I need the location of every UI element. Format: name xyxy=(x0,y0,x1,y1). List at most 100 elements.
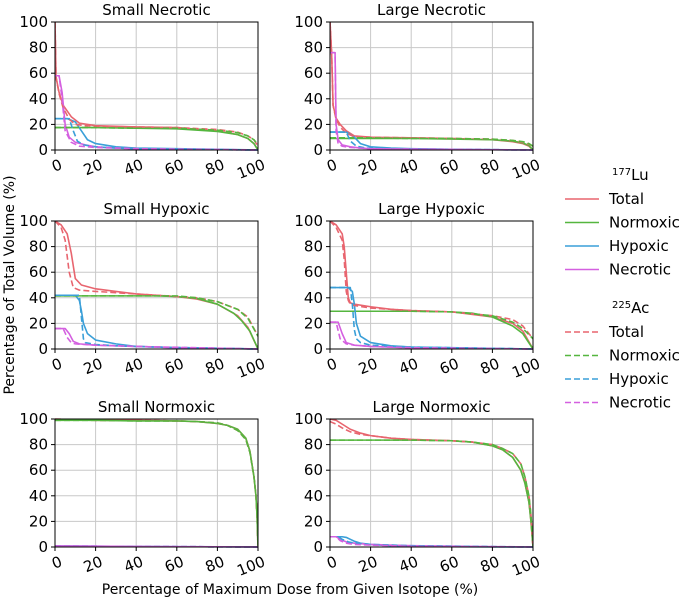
y-tick-label: 0 xyxy=(313,340,323,358)
x-tick-label: 40 xyxy=(121,155,145,179)
series-necrotic-225ac xyxy=(330,535,533,548)
series-total-225ac xyxy=(55,220,258,337)
series-normoxic-177lu xyxy=(55,295,258,350)
y-tick-label: 100 xyxy=(294,13,323,31)
data-lines xyxy=(55,21,258,151)
y-tick-label: 100 xyxy=(294,410,323,428)
x-tick-label: 0 xyxy=(324,155,340,175)
y-tick-label: 60 xyxy=(29,263,48,281)
x-tick-label: 100 xyxy=(509,552,542,579)
y-tick-label: 80 xyxy=(304,39,323,57)
y-tick-label: 0 xyxy=(313,141,323,159)
panel-large-normoxic: 0 20 40 60 80 100 0 20 40 60 80 100 Large Normoxic xyxy=(294,398,542,580)
y-tick-label: 80 xyxy=(304,436,323,454)
x-tick-label: 80 xyxy=(478,354,502,378)
series-necrotic-225ac xyxy=(55,74,258,151)
y-tick-label: 60 xyxy=(304,263,323,281)
series-total-177lu xyxy=(55,418,258,548)
series-total-225ac xyxy=(55,418,258,548)
y-tick-label: 0 xyxy=(38,340,48,358)
legend-label-total: Total xyxy=(608,190,644,208)
x-tick-label: 60 xyxy=(437,155,461,179)
series-necrotic-225ac xyxy=(55,327,258,350)
legend-label-hypoxic: Hypoxic xyxy=(609,237,669,255)
series-hypoxic-225ac xyxy=(55,294,258,350)
series-total-225ac xyxy=(55,21,258,147)
y-tick-label: 80 xyxy=(29,436,48,454)
x-tick-label: 60 xyxy=(162,354,186,378)
x-tick-label: 60 xyxy=(437,552,461,576)
panel-large-hypoxic: 0 20 40 60 80 100 0 20 40 60 80 100 Large Hypoxic xyxy=(294,200,542,382)
series-normoxic-177lu xyxy=(330,439,533,548)
y-tick-label: 80 xyxy=(29,39,48,57)
y-tick-label: 100 xyxy=(19,410,48,428)
data-lines xyxy=(330,220,533,350)
x-tick-label: 80 xyxy=(203,354,227,378)
panel-large-necrotic: 0 20 40 60 80 100 0 20 40 60 80 100 Large Necrotic xyxy=(294,1,542,183)
x-tick-label: 20 xyxy=(81,155,105,179)
x-tick-label: 20 xyxy=(81,552,105,576)
legend-group-lu: 177Lu Total Normoxic Hypoxic Necrotic xyxy=(565,166,680,279)
x-tick-label: 0 xyxy=(49,552,65,572)
y-tick-label: 80 xyxy=(304,238,323,256)
x-tick-label: 100 xyxy=(234,552,267,579)
legend-label-normoxic: Normoxic xyxy=(609,347,680,365)
y-tick-label: 20 xyxy=(29,512,48,530)
y-tick-label: 80 xyxy=(29,238,48,256)
series-total-225ac xyxy=(330,21,533,147)
y-tick-label: 100 xyxy=(19,212,48,230)
plot-frame xyxy=(329,418,534,548)
x-tick-label: 80 xyxy=(478,155,502,179)
y-tick-label: 20 xyxy=(29,115,48,133)
legend-isotope-title: 177Lu xyxy=(612,166,649,184)
y-tick-label: 40 xyxy=(304,289,323,307)
data-lines xyxy=(330,21,533,151)
x-tick-label: 100 xyxy=(234,354,267,381)
series-necrotic-225ac xyxy=(330,51,533,151)
data-lines xyxy=(55,220,258,350)
y-tick-label: 40 xyxy=(29,487,48,505)
y-tick-label: 40 xyxy=(29,289,48,307)
y-tick-label: 0 xyxy=(313,538,323,556)
panel-small-normoxic: 0 20 40 60 80 100 0 20 40 60 80 100 Small Normoxic xyxy=(19,398,267,580)
x-tick-label: 20 xyxy=(356,155,380,179)
legend-group-ac: 225Ac Total Normoxic Hypoxic Necrotic xyxy=(565,299,680,412)
x-tick-label: 20 xyxy=(356,552,380,576)
legend-label-normoxic: Normoxic xyxy=(609,214,680,232)
series-total-177lu xyxy=(330,21,533,151)
panel-title: Large Normoxic xyxy=(373,398,491,416)
data-lines xyxy=(330,418,533,548)
series-normoxic-225ac xyxy=(55,126,258,146)
y-tick-label: 20 xyxy=(304,512,323,530)
x-tick-label: 40 xyxy=(396,552,420,576)
y-tick-label: 40 xyxy=(304,90,323,108)
y-tick-label: 60 xyxy=(29,461,48,479)
x-tick-label: 80 xyxy=(478,552,502,576)
legend-label-necrotic: Necrotic xyxy=(609,394,671,412)
x-tick-label: 0 xyxy=(49,155,65,175)
series-normoxic-225ac xyxy=(55,295,258,337)
y-tick-label: 100 xyxy=(19,13,48,31)
series-necrotic-177lu xyxy=(330,51,533,151)
series-normoxic-177lu xyxy=(55,419,258,548)
panel-small-necrotic: 0 20 40 60 80 100 0 20 40 60 80 100 Small Necrotic xyxy=(19,1,267,183)
y-tick-label: 40 xyxy=(304,487,323,505)
y-tick-label: 0 xyxy=(38,538,48,556)
panel-title: Large Hypoxic xyxy=(378,200,485,218)
series-normoxic-225ac xyxy=(55,419,258,548)
x-tick-label: 40 xyxy=(396,155,420,179)
panel-title: Small Normoxic xyxy=(98,398,215,416)
y-tick-label: 20 xyxy=(29,314,48,332)
plot-frame xyxy=(54,21,259,151)
y-tick-label: 60 xyxy=(304,64,323,82)
x-tick-label: 80 xyxy=(203,155,227,179)
panel-title: Small Necrotic xyxy=(102,1,210,19)
legend-label-hypoxic: Hypoxic xyxy=(609,370,669,388)
plot-frame xyxy=(54,418,259,548)
legend: 177Lu Total Normoxic Hypoxic Necrotic 225Ac To… xyxy=(565,166,680,412)
x-tick-label: 40 xyxy=(121,354,145,378)
series-hypoxic-177lu xyxy=(55,294,258,350)
data-lines xyxy=(55,418,258,548)
x-tick-label: 0 xyxy=(324,552,340,572)
